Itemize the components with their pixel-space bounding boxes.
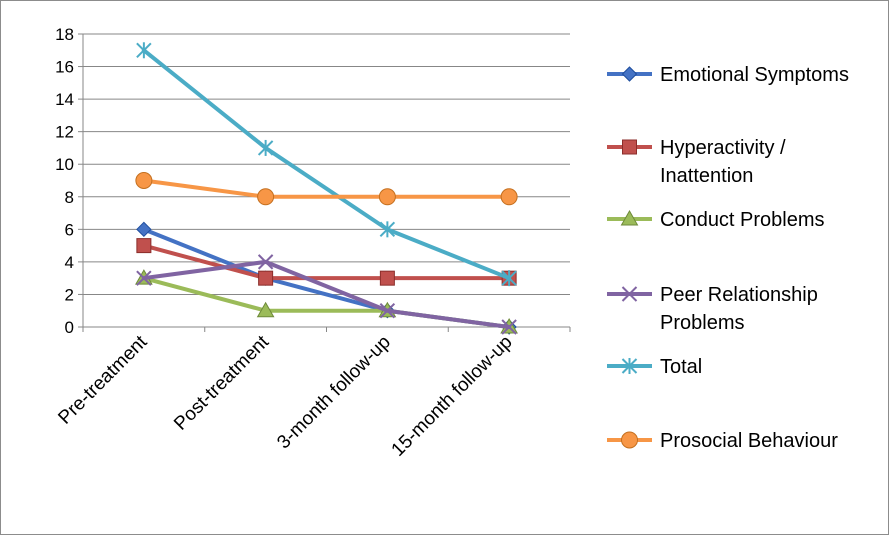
legend-label: Peer Relationship Problems [660,284,818,334]
data-point [136,270,152,286]
data-point [135,172,153,189]
legend-label: Hyperactivity / Inattention [660,137,786,187]
legend-marker [621,66,638,82]
data-point [136,42,152,59]
series-line [141,178,512,199]
data-point [257,139,274,156]
legend-marker [621,431,638,449]
y-tick-label: 6 [65,220,74,239]
y-tick-label: 14 [55,90,74,109]
legend-entry: Hyperactivity / Inattention [607,137,786,187]
legend-label: Prosocial Behaviour [660,430,838,452]
data-point [378,188,396,206]
y-tick-label: 18 [55,25,74,44]
series-5 [135,172,518,206]
y-tick-label: 10 [55,155,74,174]
y-tick-label: 16 [55,58,74,77]
data-point [501,319,517,335]
data-point [257,254,274,270]
gridlines [83,33,570,295]
legend-entry: Prosocial Behaviour [607,430,838,452]
legend: Emotional Symptoms Hyperactivity / Inatten… [607,64,849,452]
series-3 [136,254,517,335]
legend-label: Total [660,356,702,378]
series-line [141,243,512,281]
data-point [256,301,275,318]
data-point [136,238,152,254]
legend-entry: Conduct Problems [607,209,825,231]
y-axis-tick-labels: 0 2 4 6 8 10 12 14 16 18 [55,25,74,337]
legend-marker [621,358,638,374]
legend-entry: Total [607,356,702,378]
data-point [136,221,152,238]
legend-label: Conduct Problems [660,209,825,231]
y-tick-label: 12 [55,123,74,142]
legend-label: Emotional Symptoms [660,64,849,86]
y-tick-label: 4 [65,253,74,272]
series-4 [136,42,517,287]
series-line [141,48,512,281]
y-tick-label: 2 [65,285,74,304]
legend-entry: Emotional Symptoms [607,64,849,86]
series-line [141,259,512,329]
data-point [379,303,396,319]
legend-marker [622,139,637,155]
data-point [379,270,395,286]
y-tick-label: 8 [65,188,74,207]
axes [78,33,571,332]
y-tick-label: 0 [65,318,74,337]
data-point [501,270,517,287]
data-point [379,221,396,238]
legend-marker [621,286,638,302]
series-lines [135,42,518,335]
legend-marker [620,209,639,226]
data-point [500,188,518,206]
data-point [258,270,274,286]
legend-entry: Peer Relationship Problems [607,284,818,334]
data-point [257,188,275,206]
